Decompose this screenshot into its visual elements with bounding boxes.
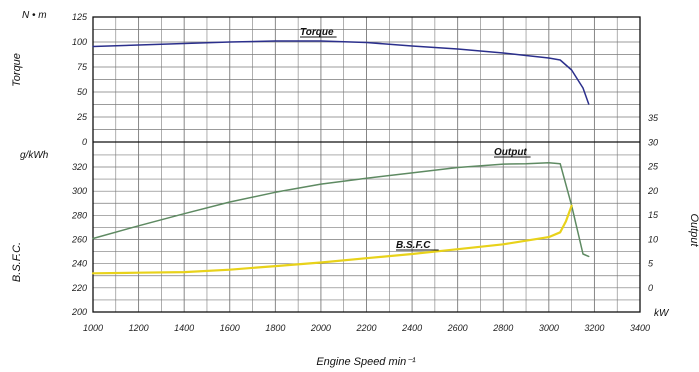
x-tick-label: 1800 xyxy=(265,323,285,333)
torque-tick-label: 125 xyxy=(72,12,88,22)
bsfc-series-label: B.S.F.C xyxy=(396,240,431,251)
axis-labels: 1000 1200 1400 1600 1800 2000 2200 2400 2600 2800… xyxy=(11,10,699,368)
output-tick-label: 0 xyxy=(648,283,653,293)
output-axis-title: Output xyxy=(688,213,699,247)
bsfc-axis-title: B.S.F.C. xyxy=(11,242,23,282)
x-tick-label: 1200 xyxy=(129,323,149,333)
x-tick-label: 2000 xyxy=(310,323,331,333)
torque-tick-label: 100 xyxy=(72,37,87,47)
bsfc-tick-label: 240 xyxy=(71,259,87,269)
bsfc-tick-label: 220 xyxy=(71,283,87,293)
x-tick-label: 3400 xyxy=(630,323,650,333)
torque-tick-label: 50 xyxy=(77,87,87,97)
x-tick-label: 2200 xyxy=(355,323,376,333)
x-tick-label: 1600 xyxy=(220,323,240,333)
torque-series-label: Torque xyxy=(300,27,334,38)
grid xyxy=(92,16,641,313)
bsfc-tick-label: 300 xyxy=(72,186,87,196)
bsfc-tick-label: 320 xyxy=(72,162,87,172)
x-tick-label: 3200 xyxy=(584,323,604,333)
plot-frame xyxy=(92,16,641,313)
output-tick-label: 30 xyxy=(648,137,658,147)
x-tick-label: 1000 xyxy=(83,323,103,333)
x-tick-label: 2600 xyxy=(447,323,468,333)
output-unit-label: kW xyxy=(654,308,670,319)
series-line-output xyxy=(92,161,590,258)
x-tick-label: 2800 xyxy=(492,323,513,333)
output-tick-label: 5 xyxy=(648,259,654,269)
torque-tick-label: 75 xyxy=(77,62,88,72)
x-axis-title: Engine Speed min⁻¹ xyxy=(316,356,416,368)
plot-border xyxy=(92,16,641,313)
series-line-bsfc xyxy=(91,204,573,275)
bsfc-tick-label: 280 xyxy=(71,210,87,220)
torque-axis-title: Torque xyxy=(11,53,23,87)
x-tick-label: 1400 xyxy=(174,323,194,333)
output-series-label: Output xyxy=(494,147,527,158)
torque-tick-label: 25 xyxy=(76,112,88,122)
series-line-torque xyxy=(92,40,590,105)
torque-unit-label: N • m xyxy=(22,10,47,21)
output-tick-label: 15 xyxy=(648,210,659,220)
bsfc-tick-label: 260 xyxy=(71,235,87,245)
x-tick-label: 2400 xyxy=(401,323,422,333)
output-tick-label: 35 xyxy=(648,113,659,123)
series-lines xyxy=(91,40,590,275)
torque-tick-label: 0 xyxy=(82,137,87,147)
x-tick-label: 3000 xyxy=(539,323,559,333)
bsfc-tick-label: 200 xyxy=(71,307,87,317)
output-tick-label: 25 xyxy=(647,162,659,172)
output-tick-label: 10 xyxy=(648,234,658,244)
bsfc-unit-label: g/kWh xyxy=(20,150,49,161)
output-tick-label: 20 xyxy=(647,186,658,196)
